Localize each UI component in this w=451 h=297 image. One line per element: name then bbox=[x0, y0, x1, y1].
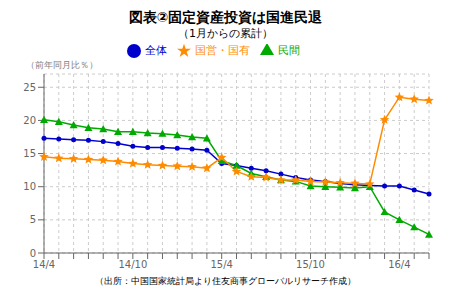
svg-text:14/10: 14/10 bbox=[118, 259, 147, 270]
svg-text:0: 0 bbox=[30, 248, 36, 259]
svg-text:15/4: 15/4 bbox=[210, 259, 232, 270]
svg-text:15/10: 15/10 bbox=[296, 259, 325, 270]
html-text:国営・国有: 国営・国有 bbox=[195, 44, 250, 57]
html-text:民間: 民間 bbox=[278, 44, 300, 57]
svg-text:20: 20 bbox=[23, 115, 36, 126]
html-text:（1月からの累計）: （1月からの累計） bbox=[178, 27, 273, 40]
svg-text:14/4: 14/4 bbox=[33, 259, 55, 270]
svg-text:（前年同月比％）: （前年同月比％） bbox=[26, 60, 98, 70]
svg-text:10: 10 bbox=[23, 181, 36, 192]
html-text:全体: 全体 bbox=[145, 44, 167, 57]
svg-text:15: 15 bbox=[23, 148, 36, 159]
svg-text:5: 5 bbox=[30, 214, 36, 225]
html-text:（出所：中国国家統計局より住友商事グローバルリサーチ作成）: （出所：中国国家統計局より住友商事グローバルリサーチ作成） bbox=[95, 276, 356, 286]
svg-text:16/4: 16/4 bbox=[388, 259, 410, 270]
svg-text:25: 25 bbox=[23, 82, 36, 93]
html-text:図表②固定資産投資は国進民退: 図表②固定資産投資は国進民退 bbox=[128, 9, 323, 25]
